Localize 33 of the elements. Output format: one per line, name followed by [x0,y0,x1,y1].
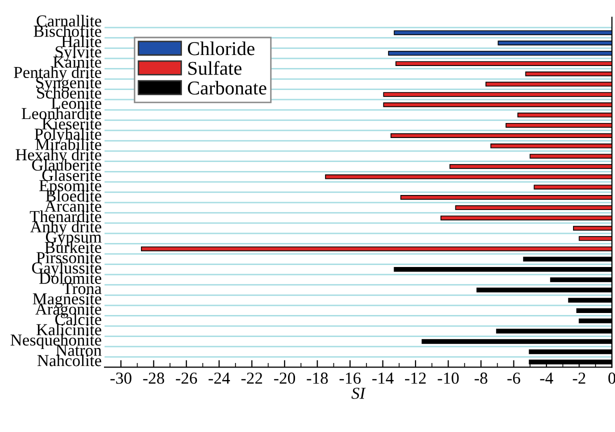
x-tick-label: 0 [608,372,615,384]
x-tick-label: -10 [438,372,459,384]
legend-label: Chloride [188,42,254,56]
legend-label: Sulfate [188,61,242,75]
x-tick-label: -30 [110,372,132,384]
y-tick-label: Bischofite [34,24,102,37]
y-tick-label: Nahcolite [37,354,102,366]
y-tick-label: Carnallite [36,14,102,27]
x-tick-label: -8 [474,372,488,384]
y-tick-label: Kalicinite [36,324,102,336]
y-tick-label: Kieserite [42,118,102,130]
y-tick-label: Arcanite [44,200,102,212]
y-tick-label: Leonhardite [22,107,102,120]
y-tick-label: Halite [62,35,102,48]
y-tick-label: Thenardite [30,210,102,222]
x-tick-label: -14 [372,372,394,384]
x-tick-label: -4 [540,372,554,384]
x-axis-title: SI [351,388,366,399]
x-tick-label: -16 [340,372,361,384]
y-tick-label: Pirssonite [36,252,102,264]
x-tick-label: -24 [208,372,230,384]
y-tick-label: Trona [62,283,102,294]
x-tick-label: -26 [176,372,197,384]
x-tick-label: -28 [143,372,164,384]
x-tick-label: -6 [507,372,520,384]
legend-label: Carbonate [188,80,266,95]
y-tick-label: Leonite [51,98,102,109]
x-tick-label: -12 [405,372,426,384]
x-tick-label: -18 [306,372,328,384]
x-tick-label: -22 [241,372,262,384]
y-tick-label: Glaserite [42,169,102,181]
x-tick-label: -20 [274,372,296,384]
x-tick-label: -2 [572,372,586,384]
